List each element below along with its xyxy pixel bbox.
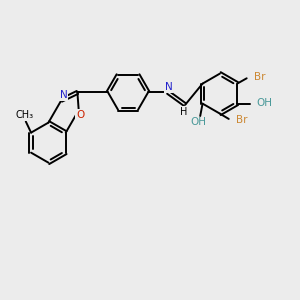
Text: Br: Br xyxy=(254,72,266,82)
Text: Br: Br xyxy=(236,116,248,125)
Text: OH: OH xyxy=(256,98,272,108)
Text: H: H xyxy=(180,107,188,117)
Text: OH: OH xyxy=(191,118,207,128)
Text: O: O xyxy=(76,110,84,120)
Text: N: N xyxy=(165,82,172,92)
Text: CH₃: CH₃ xyxy=(15,110,33,120)
Text: N: N xyxy=(60,90,68,100)
